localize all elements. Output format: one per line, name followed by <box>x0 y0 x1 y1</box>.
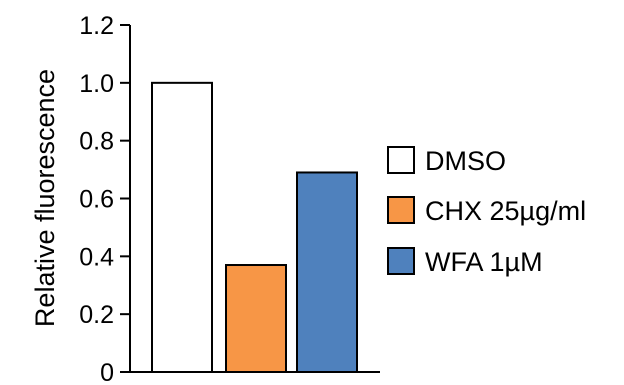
y-axis: 0 0.2 0.4 0.6 0.8 1.0 1.2 <box>79 12 380 385</box>
y-tick-label: 0.4 <box>79 243 114 271</box>
legend-swatch-2 <box>387 196 415 224</box>
bar-2 <box>225 264 287 373</box>
y-tick-label: 0.8 <box>79 128 114 156</box>
bars <box>151 81 358 373</box>
y-tick-label: 0.2 <box>79 301 114 329</box>
y-tick-label: 1.2 <box>79 12 114 40</box>
y-axis-label: Relative fluorescence <box>30 69 60 327</box>
legend-label-2: CHX 25µg/ml <box>425 196 586 226</box>
legend-label-3: WFA 1µM <box>425 247 543 277</box>
bar-3 <box>296 171 358 373</box>
y-tick-label: 0 <box>100 359 114 385</box>
legend-label-1: DMSO <box>425 146 506 176</box>
legend-swatch-1 <box>387 146 415 174</box>
legend-swatch-3 <box>387 247 415 275</box>
legend: DMSO CHX 25µg/ml WFA 1µM <box>387 146 586 277</box>
y-tick-label: 0.6 <box>79 186 114 214</box>
bar-1 <box>151 81 213 373</box>
y-tick-label: 1.0 <box>79 70 114 98</box>
